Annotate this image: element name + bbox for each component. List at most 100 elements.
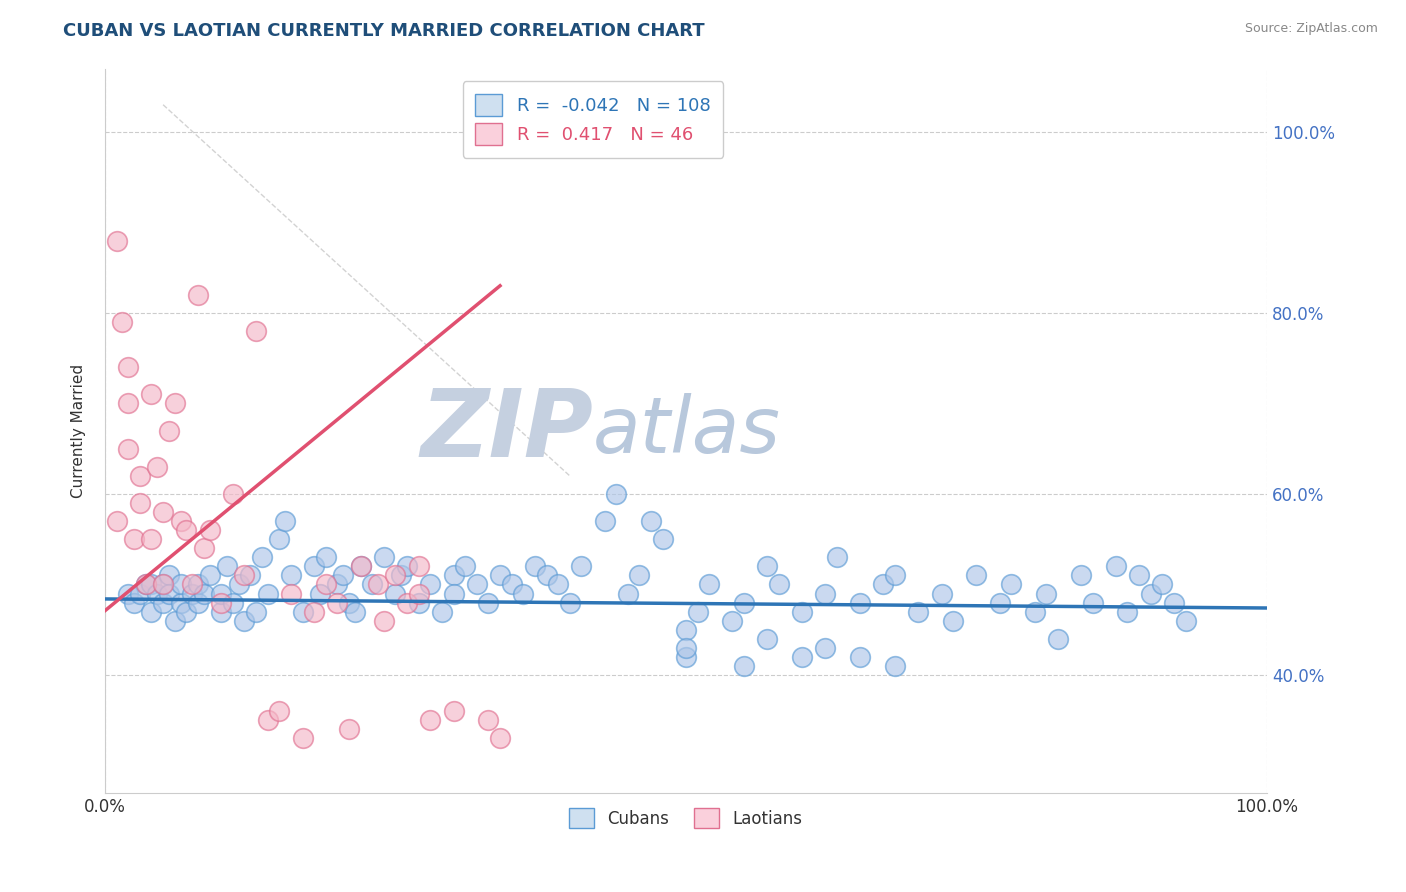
Point <box>198 523 221 537</box>
Point <box>408 586 430 600</box>
Point <box>443 568 465 582</box>
Point <box>152 577 174 591</box>
Text: atlas: atlas <box>593 392 780 468</box>
Point <box>849 596 872 610</box>
Point <box>222 596 245 610</box>
Point <box>675 623 697 637</box>
Point <box>122 532 145 546</box>
Point <box>373 614 395 628</box>
Point <box>291 605 314 619</box>
Point <box>315 577 337 591</box>
Point <box>128 496 150 510</box>
Point <box>1070 568 1092 582</box>
Point <box>558 596 581 610</box>
Point <box>141 532 163 546</box>
Point <box>814 586 837 600</box>
Point <box>233 614 256 628</box>
Point <box>117 360 139 375</box>
Point <box>1139 586 1161 600</box>
Point <box>384 568 406 582</box>
Point <box>465 577 488 591</box>
Point <box>146 459 169 474</box>
Point <box>274 514 297 528</box>
Point <box>152 596 174 610</box>
Point <box>193 541 215 556</box>
Point <box>547 577 569 591</box>
Point <box>1046 632 1069 646</box>
Point <box>337 596 360 610</box>
Point <box>1024 605 1046 619</box>
Point <box>907 605 929 619</box>
Point <box>489 731 512 746</box>
Point <box>361 577 384 591</box>
Point <box>768 577 790 591</box>
Point <box>489 568 512 582</box>
Point <box>146 586 169 600</box>
Point <box>326 596 349 610</box>
Point <box>367 577 389 591</box>
Point <box>419 577 441 591</box>
Point <box>141 577 163 591</box>
Point <box>135 577 157 591</box>
Point <box>988 596 1011 610</box>
Point <box>250 550 273 565</box>
Point <box>721 614 744 628</box>
Point <box>245 605 267 619</box>
Point <box>169 514 191 528</box>
Point <box>280 586 302 600</box>
Point <box>233 568 256 582</box>
Point <box>269 532 291 546</box>
Point <box>569 559 592 574</box>
Point <box>239 568 262 582</box>
Point <box>617 586 640 600</box>
Point <box>122 596 145 610</box>
Point <box>408 596 430 610</box>
Point <box>291 731 314 746</box>
Point <box>245 324 267 338</box>
Point <box>176 605 198 619</box>
Point <box>280 568 302 582</box>
Point <box>536 568 558 582</box>
Point <box>215 559 238 574</box>
Text: Source: ZipAtlas.com: Source: ZipAtlas.com <box>1244 22 1378 36</box>
Point <box>326 577 349 591</box>
Point <box>111 315 134 329</box>
Point <box>128 586 150 600</box>
Point <box>187 288 209 302</box>
Point <box>396 596 419 610</box>
Point <box>686 605 709 619</box>
Point <box>396 559 419 574</box>
Point <box>141 605 163 619</box>
Point <box>756 559 779 574</box>
Legend: Cubans, Laotians: Cubans, Laotians <box>562 801 810 835</box>
Point <box>792 605 814 619</box>
Point <box>1128 568 1150 582</box>
Point <box>1116 605 1139 619</box>
Point <box>343 605 366 619</box>
Point <box>477 596 499 610</box>
Text: CUBAN VS LAOTIAN CURRENTLY MARRIED CORRELATION CHART: CUBAN VS LAOTIAN CURRENTLY MARRIED CORRE… <box>63 22 704 40</box>
Point <box>675 640 697 655</box>
Point <box>187 577 209 591</box>
Y-axis label: Currently Married: Currently Married <box>72 364 86 498</box>
Point <box>349 559 371 574</box>
Point <box>157 568 180 582</box>
Point <box>593 514 616 528</box>
Point <box>157 586 180 600</box>
Point <box>181 577 204 591</box>
Point <box>141 387 163 401</box>
Point <box>105 514 128 528</box>
Point <box>1000 577 1022 591</box>
Point <box>942 614 965 628</box>
Point <box>163 396 186 410</box>
Point <box>697 577 720 591</box>
Point <box>209 586 232 600</box>
Point <box>733 659 755 673</box>
Point <box>332 568 354 582</box>
Point <box>931 586 953 600</box>
Text: ZIP: ZIP <box>420 384 593 476</box>
Point <box>302 559 325 574</box>
Point <box>169 596 191 610</box>
Point <box>187 596 209 610</box>
Point <box>1035 586 1057 600</box>
